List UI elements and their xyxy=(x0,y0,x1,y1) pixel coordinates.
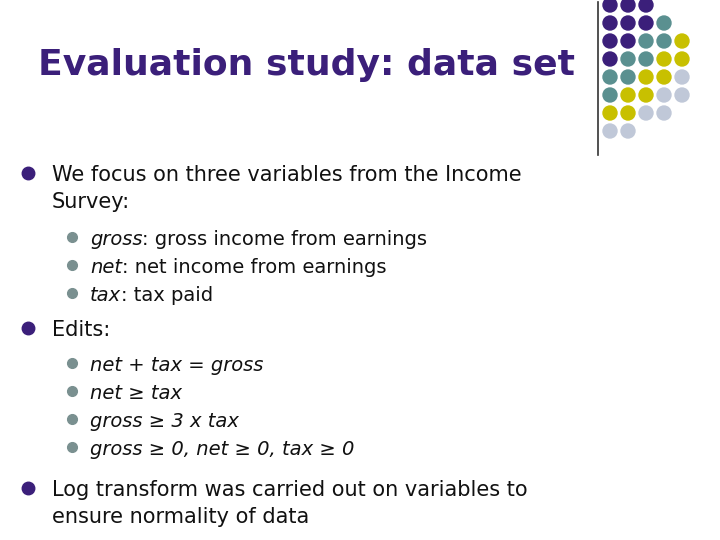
Text: Edits:: Edits: xyxy=(52,320,110,340)
Circle shape xyxy=(621,70,635,84)
Circle shape xyxy=(657,88,671,102)
Circle shape xyxy=(657,16,671,30)
Text: Log transform was carried out on variables to
ensure normality of data: Log transform was carried out on variabl… xyxy=(52,480,528,527)
Circle shape xyxy=(675,52,689,66)
Circle shape xyxy=(621,124,635,138)
Circle shape xyxy=(639,52,653,66)
Circle shape xyxy=(603,106,617,120)
Circle shape xyxy=(639,0,653,12)
Circle shape xyxy=(657,34,671,48)
Text: net ≥ tax: net ≥ tax xyxy=(90,384,182,403)
Circle shape xyxy=(657,106,671,120)
Text: : tax paid: : tax paid xyxy=(121,286,213,305)
Text: gross: gross xyxy=(90,230,143,249)
Circle shape xyxy=(639,88,653,102)
Circle shape xyxy=(675,34,689,48)
Circle shape xyxy=(603,70,617,84)
Text: gross ≥ 3 x tax: gross ≥ 3 x tax xyxy=(90,412,239,431)
Circle shape xyxy=(603,124,617,138)
Circle shape xyxy=(657,52,671,66)
Text: net + tax = gross: net + tax = gross xyxy=(90,356,264,375)
Circle shape xyxy=(603,34,617,48)
Text: tax: tax xyxy=(90,286,121,305)
Circle shape xyxy=(639,34,653,48)
Circle shape xyxy=(603,16,617,30)
Circle shape xyxy=(621,0,635,12)
Circle shape xyxy=(603,0,617,12)
Circle shape xyxy=(621,52,635,66)
Circle shape xyxy=(603,88,617,102)
Circle shape xyxy=(603,52,617,66)
Text: We focus on three variables from the Income
Survey:: We focus on three variables from the Inc… xyxy=(52,165,521,212)
Circle shape xyxy=(639,16,653,30)
Text: : net income from earnings: : net income from earnings xyxy=(122,258,387,277)
Circle shape xyxy=(621,16,635,30)
Text: Evaluation study: data set: Evaluation study: data set xyxy=(38,48,575,82)
Circle shape xyxy=(621,34,635,48)
Circle shape xyxy=(675,88,689,102)
Circle shape xyxy=(675,70,689,84)
Circle shape xyxy=(621,106,635,120)
Text: net: net xyxy=(90,258,122,277)
Circle shape xyxy=(639,70,653,84)
Circle shape xyxy=(639,106,653,120)
Circle shape xyxy=(621,88,635,102)
Circle shape xyxy=(657,70,671,84)
Text: : gross income from earnings: : gross income from earnings xyxy=(143,230,428,249)
Text: gross ≥ 0, net ≥ 0, tax ≥ 0: gross ≥ 0, net ≥ 0, tax ≥ 0 xyxy=(90,440,354,459)
